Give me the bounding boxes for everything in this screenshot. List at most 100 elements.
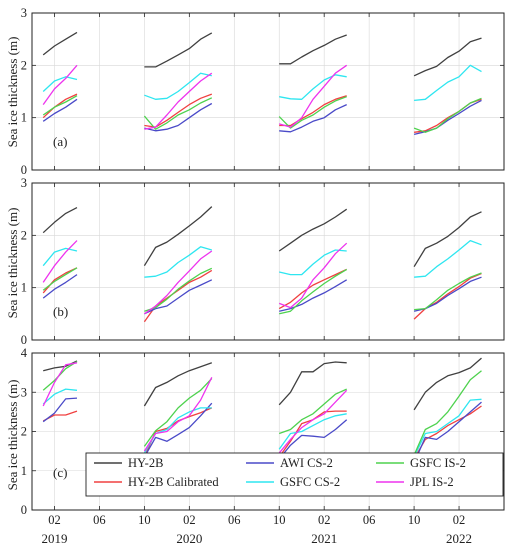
- series-line-segment: [143, 377, 213, 452]
- series-line-segment: [42, 247, 78, 267]
- x-axis: 02 06 10 02 06 10 02 06 10 02 2019 2020 2021 2022: [41, 513, 472, 546]
- y-tick-label: 0: [21, 503, 27, 517]
- legend-label: GSFC CS-2: [280, 475, 340, 489]
- series-line-segment: [279, 249, 347, 276]
- series-line-segment: [414, 64, 482, 102]
- x-tick-label: 06: [93, 513, 106, 527]
- panel-label: (a): [53, 134, 67, 149]
- series-line-segment: [413, 398, 482, 458]
- series-jpl-is-2: [42, 240, 348, 315]
- x-tick-label: 02: [48, 513, 61, 527]
- legend-item: JPL IS-2: [376, 475, 454, 489]
- series-line-segment: [143, 97, 213, 130]
- series-hy-2b-calibrated: [42, 267, 482, 323]
- series-line-segment: [414, 272, 482, 311]
- series-line-segment: [413, 211, 482, 268]
- series-line-segment: [279, 95, 347, 127]
- series-hy-2b: [43, 357, 482, 411]
- legend-label: HY-2B Calibrated: [128, 475, 219, 489]
- series-line-segment: [413, 401, 482, 464]
- series-line-segment: [42, 207, 78, 234]
- x-tick-label: 06: [228, 513, 241, 527]
- series-line-segment: [413, 370, 482, 456]
- series-line-segment: [42, 98, 78, 122]
- legend-item: HY-2B: [94, 456, 163, 470]
- series-line-segment: [144, 267, 213, 312]
- series-line-segment: [143, 269, 213, 323]
- series-line-segment: [42, 240, 78, 283]
- panel-3: 0 1 2 3 4 (c): [21, 346, 505, 517]
- y-tick-label: 3: [21, 385, 27, 399]
- legend-label: JPL IS-2: [410, 475, 454, 489]
- series-gsfc-is-2: [42, 267, 482, 315]
- series-line-segment: [278, 389, 348, 454]
- series-line-segment: [144, 246, 212, 278]
- series-line-segment: [42, 76, 78, 92]
- legend-label: GSFC IS-2: [410, 456, 466, 470]
- series-line-segment: [278, 96, 347, 129]
- x-tick-label: 06: [363, 513, 376, 527]
- y-tick-label: 4: [21, 346, 28, 360]
- series-line-segment: [279, 64, 348, 128]
- series-line-segment: [42, 93, 78, 119]
- series-line-segment: [43, 360, 78, 372]
- series-line-segment: [413, 357, 482, 411]
- legend-label: AWI CS-2: [280, 456, 333, 470]
- y-tick-label: 1: [21, 111, 27, 125]
- series-line-segment: [42, 388, 78, 405]
- series-line-segment: [144, 72, 213, 130]
- panel-frame: [31, 182, 505, 341]
- series-line-segment: [143, 378, 213, 447]
- series-line-segment: [144, 250, 213, 315]
- legend-item: AWI CS-2: [246, 456, 333, 470]
- series-line-segment: [278, 388, 347, 435]
- series-gsfc-cs-2: [42, 239, 482, 278]
- series-line-segment: [278, 361, 347, 406]
- series-gsfc-cs-2: [42, 64, 482, 102]
- series-jpl-is-2: [42, 64, 348, 130]
- series-jpl-is-2: [42, 362, 348, 454]
- series-line-segment: [279, 279, 348, 312]
- y-axis-label-middle: Sea ice thickness (m): [5, 208, 20, 319]
- legend-item: GSFC CS-2: [246, 475, 340, 489]
- series-line-segment: [413, 97, 482, 133]
- series-hy-2b: [42, 206, 482, 268]
- legend-label: HY-2B: [128, 456, 163, 470]
- panels-group: 0 1 2 3 (a) 0 1 2 3 (b) 0 1 2 3 4 (c): [21, 6, 505, 517]
- series-line-segment: [42, 410, 78, 422]
- series-line-segment: [143, 362, 213, 407]
- series-line-segment: [278, 419, 348, 460]
- series-line-segment: [278, 242, 348, 309]
- y-tick-label: 2: [21, 425, 27, 439]
- y-axis-label-top: Sea ice thickness (m): [5, 37, 20, 148]
- series-line-segment: [279, 268, 348, 315]
- series-line-segment: [279, 74, 347, 100]
- panel-label: (c): [53, 465, 67, 480]
- series-line-segment: [143, 402, 213, 458]
- series-line-segment: [144, 102, 213, 132]
- series-line-segment: [144, 32, 213, 68]
- series-line-segment: [278, 413, 347, 450]
- y-tick-label: 2: [21, 228, 27, 242]
- series-awi-cs-2: [42, 274, 482, 315]
- series-line-segment: [42, 274, 78, 299]
- x-tick-label: 02: [183, 513, 196, 527]
- panel-label: (b): [53, 304, 68, 319]
- panel-2: 0 1 2 3 (b): [21, 176, 505, 347]
- series-line-segment: [42, 362, 78, 407]
- x-tick-label: 02: [453, 513, 466, 527]
- series-line-segment: [414, 98, 482, 133]
- y-axis-label-bottom: Sea ice thickness (m): [5, 380, 20, 491]
- panel-frame: [31, 12, 505, 171]
- series-line-segment: [278, 268, 347, 310]
- series-line-segment: [143, 206, 213, 267]
- series-line-segment: [279, 34, 347, 65]
- y-tick-label: 3: [21, 6, 27, 20]
- series-line-segment: [414, 239, 482, 278]
- series-line-segment: [413, 37, 482, 77]
- y-tick-label: 1: [21, 464, 27, 478]
- series-line-segment: [42, 95, 78, 116]
- series-gsfc-cs-2: [42, 388, 482, 458]
- y-tick-label: 2: [21, 58, 27, 72]
